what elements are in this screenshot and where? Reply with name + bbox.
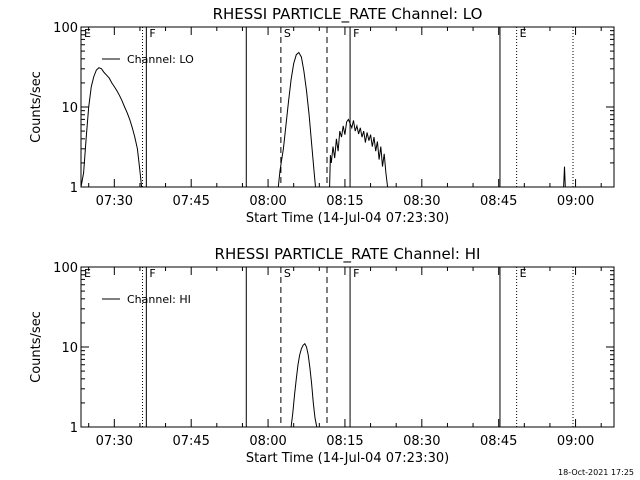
y-tick-label: 10	[61, 101, 78, 116]
chart-title: RHESSI PARTICLE_RATE Channel: LO	[213, 5, 483, 24]
legend-label: Channel: HI	[127, 293, 191, 306]
plot-frame	[80, 266, 615, 428]
y-tick-label: 1	[70, 421, 78, 436]
x-tick-label: 07:30	[96, 194, 133, 209]
y-tick-label: 100	[53, 261, 78, 276]
x-tick-label: 08:45	[480, 194, 517, 209]
event-marker-label: F	[353, 27, 359, 40]
data-line-segment	[277, 51, 316, 188]
event-marker-label: E	[84, 267, 91, 280]
data-line-segment	[80, 67, 143, 188]
x-tick-label: 07:45	[172, 434, 209, 449]
event-marker-label: E	[520, 27, 527, 40]
x-tick-label: 09:00	[557, 434, 594, 449]
chart-title: RHESSI PARTICLE_RATE Channel: HI	[215, 245, 481, 264]
event-marker-label: E	[84, 27, 91, 40]
x-tick-label: 08:00	[249, 194, 286, 209]
x-tick-label: 08:45	[480, 434, 517, 449]
event-marker-label: S	[284, 27, 291, 40]
x-axis-label: Start Time (14-Jul-04 07:23:30)	[246, 451, 449, 466]
event-marker-label: F	[149, 267, 155, 280]
y-tick-label: 10	[61, 341, 78, 356]
plot-frame	[80, 26, 615, 188]
x-axis-label: Start Time (14-Jul-04 07:23:30)	[246, 211, 449, 226]
data-line-segment	[329, 118, 389, 188]
legend-label: Channel: LO	[127, 53, 194, 66]
x-tick-label: 08:30	[403, 194, 440, 209]
y-tick-label: 1	[70, 181, 78, 196]
y-tick-label: 100	[53, 21, 78, 36]
data-line-segment	[563, 166, 566, 188]
x-tick-label: 07:45	[172, 194, 209, 209]
event-marker-label: S	[284, 267, 291, 280]
event-marker-label: F	[149, 27, 155, 40]
event-marker-label: E	[520, 267, 527, 280]
chart-panel-hi: RHESSI PARTICLE_RATE Channel: HI 1 10 100 Co…	[29, 245, 615, 466]
x-tick-label: 09:00	[557, 194, 594, 209]
x-tick-label: 07:30	[96, 434, 133, 449]
x-tick-label: 08:15	[326, 194, 363, 209]
x-tick-label: 08:00	[249, 434, 286, 449]
x-tick-label: 08:15	[326, 434, 363, 449]
chart-panel-lo: RHESSI PARTICLE_RATE Channel: LO 1 10 100 Co…	[29, 5, 615, 226]
footer-date: 18-Oct-2021 17:25	[558, 468, 634, 477]
event-marker-label: F	[353, 267, 359, 280]
y-axis-label: Counts/sec	[29, 71, 44, 143]
data-line-segment	[290, 342, 318, 428]
y-axis-label: Counts/sec	[29, 311, 44, 383]
x-tick-label: 08:30	[403, 434, 440, 449]
